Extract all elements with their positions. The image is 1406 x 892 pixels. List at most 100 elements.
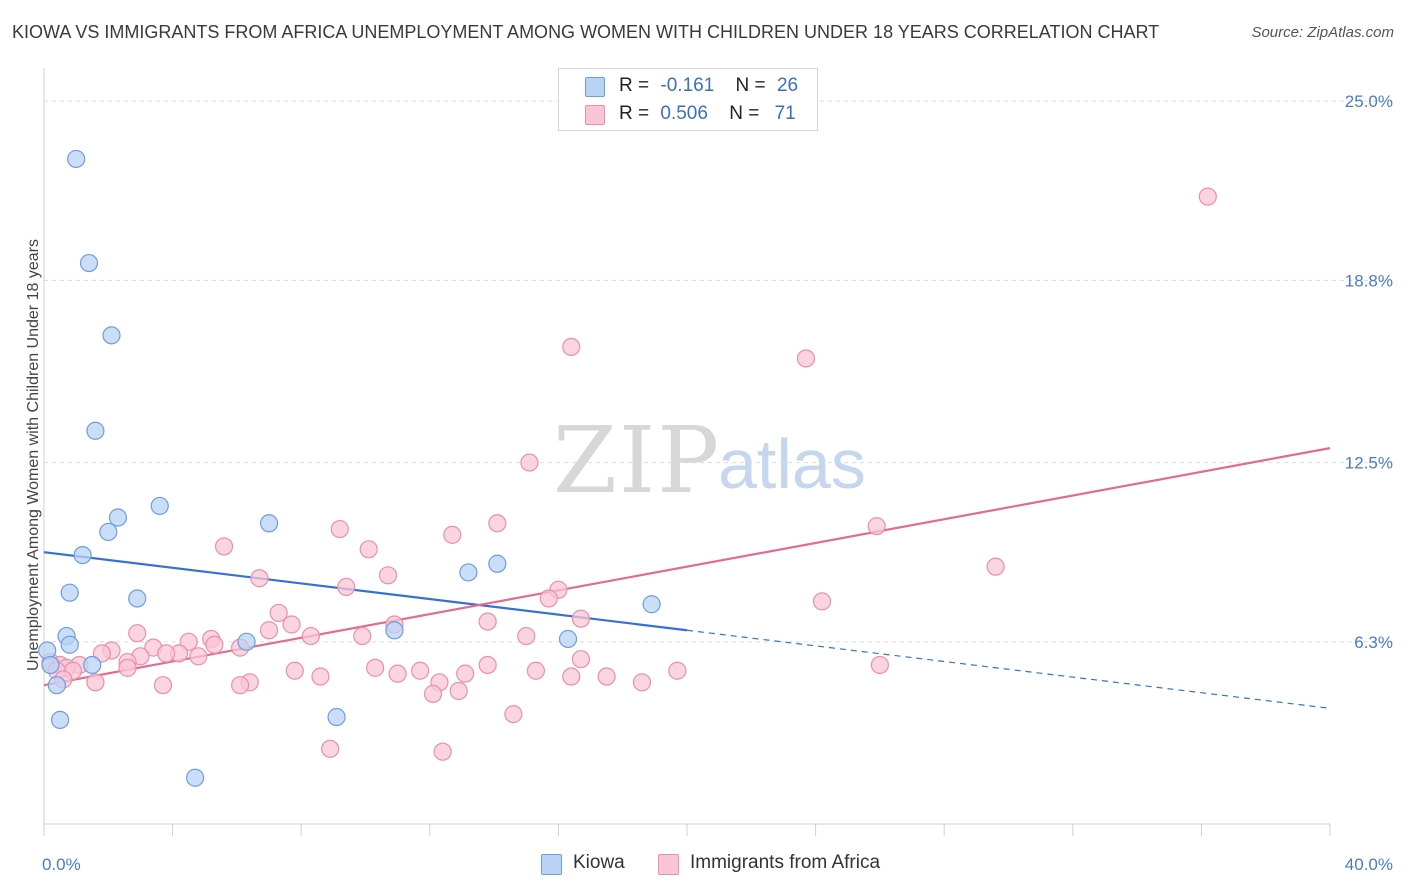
africa-point bbox=[388, 664, 407, 683]
kiowa-legend-swatch bbox=[541, 854, 562, 875]
kiowa-point bbox=[99, 522, 118, 542]
africa-point bbox=[250, 569, 269, 588]
kiowa-point bbox=[237, 632, 256, 651]
africa-point bbox=[796, 349, 816, 368]
kiowa-point bbox=[83, 655, 102, 675]
legend-r-label: R = bbox=[619, 103, 650, 124]
africa-point bbox=[812, 592, 832, 611]
africa-trend-line bbox=[43, 447, 1331, 687]
africa-point bbox=[301, 626, 320, 646]
kiowa-point bbox=[67, 149, 86, 169]
kiowa-point bbox=[128, 589, 147, 608]
africa-n-value: 71 bbox=[774, 103, 796, 124]
kiowa-point bbox=[86, 421, 105, 440]
africa-point bbox=[285, 661, 304, 680]
kiowa-trend-extension bbox=[686, 629, 1331, 709]
africa-point bbox=[153, 676, 173, 695]
africa-point bbox=[478, 655, 497, 675]
axes bbox=[43, 68, 1331, 836]
africa-point bbox=[311, 667, 330, 686]
africa-point bbox=[562, 667, 581, 686]
watermark: ZIP atlas bbox=[553, 407, 866, 514]
kiowa-point bbox=[558, 629, 578, 649]
africa-point bbox=[668, 661, 687, 680]
africa-point bbox=[1198, 187, 1217, 206]
africa-point bbox=[157, 644, 176, 663]
africa-point bbox=[118, 658, 137, 677]
watermark-zip: ZIP bbox=[553, 407, 721, 514]
africa-point bbox=[128, 624, 147, 643]
kiowa-point bbox=[186, 768, 205, 787]
africa-point bbox=[504, 705, 523, 724]
kiowa-point bbox=[488, 554, 507, 573]
kiowa-swatch bbox=[585, 77, 605, 97]
y-tick-label: 25.0% bbox=[1345, 92, 1393, 111]
africa-point bbox=[478, 612, 497, 631]
africa-point bbox=[378, 566, 398, 585]
africa-point bbox=[189, 647, 208, 666]
africa-point bbox=[359, 540, 378, 559]
kiowa-r-value: -0.161 bbox=[660, 75, 715, 96]
africa-point bbox=[539, 589, 558, 608]
kiowa-point bbox=[60, 583, 79, 602]
kiowa-point bbox=[642, 595, 661, 614]
africa-point bbox=[870, 655, 890, 675]
africa-point bbox=[321, 739, 340, 758]
kiowa-point bbox=[150, 496, 169, 516]
africa-point bbox=[353, 626, 372, 646]
legend-n-label: N = bbox=[735, 75, 766, 96]
africa-swatch bbox=[585, 105, 605, 125]
africa-point bbox=[571, 650, 591, 669]
kiowa-point bbox=[259, 514, 279, 533]
kiowa-point bbox=[73, 545, 92, 565]
africa-point bbox=[456, 664, 475, 683]
correlation-legend: R = -0.161 N = 26 R = 0.506 N = 71 bbox=[558, 68, 818, 131]
y-tick-label: 12.5% bbox=[1345, 454, 1393, 473]
africa-legend-swatch bbox=[658, 854, 679, 875]
kiowa-point bbox=[79, 253, 99, 273]
y-axis-label: Unemployment Among Women with Children U… bbox=[25, 239, 42, 671]
source-label: Source: ZipAtlas.com bbox=[1251, 24, 1394, 41]
kiowa-point bbox=[108, 508, 128, 527]
y-tick-labels: 6.3% 12.5% 18.8% 25.0% bbox=[1345, 92, 1393, 652]
africa-point bbox=[520, 453, 539, 472]
africa-legend-label: Immigrants from Africa bbox=[690, 852, 881, 873]
kiowa-point bbox=[327, 707, 346, 727]
x-tick-label: 0.0% bbox=[42, 855, 81, 874]
africa-point bbox=[449, 681, 468, 701]
africa-point bbox=[488, 514, 507, 533]
africa-point bbox=[571, 609, 591, 628]
kiowa-point bbox=[385, 621, 404, 640]
kiowa-point bbox=[41, 655, 60, 675]
chart-title: KIOWA VS IMMIGRANTS FROM AFRICA UNEMPLOY… bbox=[12, 22, 1160, 42]
africa-point bbox=[337, 577, 356, 596]
grid-lines bbox=[44, 100, 1392, 643]
africa-point bbox=[526, 661, 545, 680]
kiowa-point bbox=[459, 563, 478, 582]
x-tick-labels: 0.0% 40.0% bbox=[42, 855, 1393, 874]
africa-point bbox=[231, 676, 250, 695]
africa-point bbox=[517, 626, 536, 646]
africa-point bbox=[205, 635, 224, 654]
africa-point bbox=[562, 337, 581, 357]
africa-point bbox=[423, 684, 443, 703]
africa-point bbox=[330, 519, 349, 539]
africa-point bbox=[433, 742, 452, 761]
africa-point bbox=[214, 537, 234, 556]
africa-point bbox=[269, 603, 288, 623]
africa-point bbox=[366, 658, 385, 677]
watermark-atlas: atlas bbox=[718, 425, 866, 503]
africa-point bbox=[632, 673, 652, 692]
africa-point bbox=[411, 661, 430, 680]
kiowa-point bbox=[47, 676, 66, 695]
africa-r-value: 0.506 bbox=[660, 103, 708, 124]
kiowa-legend-label: Kiowa bbox=[573, 852, 625, 873]
kiowa-point bbox=[102, 326, 121, 345]
data-points bbox=[38, 149, 1217, 787]
africa-point bbox=[259, 621, 279, 640]
legend-r-label: R = bbox=[619, 75, 650, 96]
x-tick-label: 40.0% bbox=[1345, 855, 1393, 874]
africa-point bbox=[986, 557, 1005, 576]
y-tick-label: 6.3% bbox=[1354, 633, 1393, 652]
